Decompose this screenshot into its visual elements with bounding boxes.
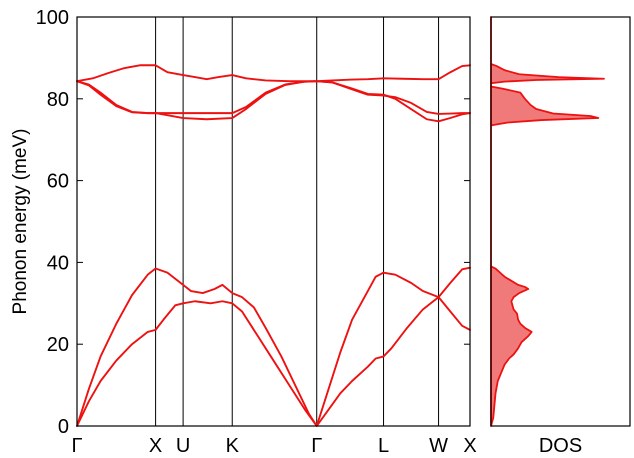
kpoint-label: X (149, 435, 162, 457)
kpoint-label: K (226, 435, 240, 457)
kpoint-label: L (378, 435, 389, 457)
dos-panel (490, 16, 631, 427)
phonon-branch (76, 80, 471, 121)
y-tick-label: 20 (47, 334, 69, 356)
y-tick-label: 40 (47, 252, 69, 274)
kpoint-label: Γ (311, 435, 322, 457)
dos-fill (490, 16, 605, 427)
kpoint-label: W (429, 435, 448, 457)
y-tick-label: 60 (47, 171, 69, 193)
phonon-branch (76, 64, 471, 83)
y-tick-label: 100 (36, 7, 69, 29)
axis-labels: Phonon energy (meV) DOS (10, 129, 582, 457)
y-tick-label: 0 (58, 416, 69, 438)
band-plot-frame (76, 16, 471, 427)
kpoint-label: X (463, 435, 476, 457)
phonon-branch (76, 296, 471, 427)
phonon-branch (76, 266, 471, 427)
dos-x-label: DOS (539, 435, 582, 457)
y-axis-title: Phonon energy (meV) (10, 129, 31, 315)
dos-plot-frame (490, 16, 631, 427)
kpoint-label: Γ (71, 435, 82, 457)
kpoint-label: U (176, 435, 190, 457)
y-tick-label: 80 (47, 89, 69, 111)
phonon-branch (76, 80, 471, 123)
